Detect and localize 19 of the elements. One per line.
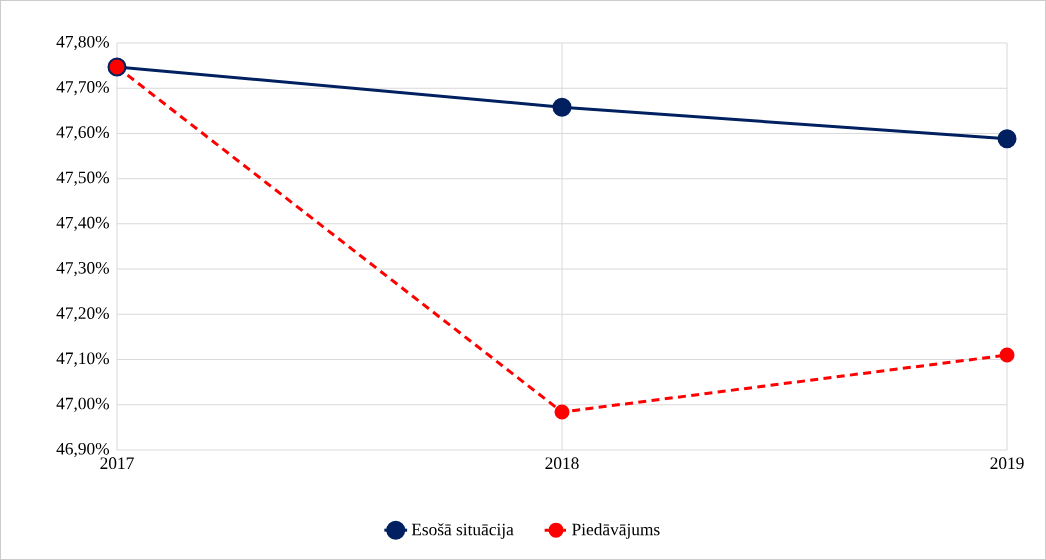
y-tick-label: 47,00% [56, 397, 110, 412]
y-tick-label: 47,30% [56, 262, 110, 277]
y-tick-label: 47,50% [56, 171, 110, 186]
point [999, 347, 1015, 363]
x-tick-label: 2019 [990, 457, 1024, 470]
y-tick-label: 47,10% [56, 352, 110, 367]
y-tick-label: 47,20% [56, 307, 110, 322]
legend-label: Piedāvājums [572, 523, 660, 539]
point [552, 97, 572, 117]
x-tick-label: 2018 [545, 457, 579, 470]
y-tick-label: 46,90% [56, 442, 110, 458]
y-tick-label: 47,40% [56, 216, 110, 231]
point [554, 404, 570, 420]
x-tick-label: 2017 [100, 457, 134, 470]
legend-label: Esošā situācija [411, 523, 514, 539]
y-tick-label: 47,60% [56, 126, 110, 141]
y-tick-label: 47,80% [56, 35, 110, 51]
point [997, 129, 1017, 149]
y-tick-label: 47,70% [56, 81, 110, 96]
